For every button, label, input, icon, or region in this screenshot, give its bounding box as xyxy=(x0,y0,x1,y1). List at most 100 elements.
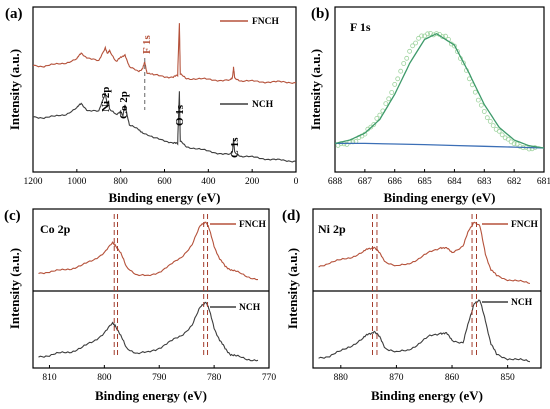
raw-point xyxy=(496,128,502,134)
raw-point xyxy=(487,119,493,124)
panel-b: (b) 688 687 686 685 684 683 682 681 F 1s Bindin… xyxy=(308,6,550,205)
annotation-ni2p: Ni 2p xyxy=(100,87,112,112)
d-tick-label-2: 860 xyxy=(445,373,460,383)
fit-envelope-b xyxy=(334,32,545,149)
raw-point xyxy=(383,101,389,106)
a-tick-label-6: 0 xyxy=(294,177,299,187)
background-line-b xyxy=(335,142,545,149)
series-nch-c xyxy=(38,301,259,362)
raw-point xyxy=(434,31,439,36)
raw-point xyxy=(344,141,350,147)
a-tick-label-3: 600 xyxy=(157,177,172,187)
series-nch-a xyxy=(32,91,297,163)
raw-point xyxy=(422,33,428,39)
ylabel-a: Intensity (a.u.) xyxy=(7,49,22,130)
raw-point xyxy=(419,33,425,39)
series-nch-d xyxy=(318,299,531,363)
raw-point xyxy=(368,124,374,130)
panel-d: (d) 880 870 860 850 Ni 2p FNCH NCH Binding … xyxy=(282,208,542,403)
raw-point xyxy=(395,76,401,82)
xlabel-a: Binding energy (eV) xyxy=(109,190,221,205)
a-tick-label-2: 800 xyxy=(114,177,129,187)
panel-title-c: Co 2p xyxy=(40,222,71,236)
panel-label-b: (b) xyxy=(311,6,329,22)
plot-frame-d xyxy=(312,208,542,369)
plot-frame-a xyxy=(32,6,297,173)
panel-title-b: F 1s xyxy=(350,20,371,34)
legend-nch-c: NCH xyxy=(239,303,261,313)
legend-fnch-c: FNCH xyxy=(239,220,267,230)
raw-point xyxy=(511,141,517,147)
plot-c: 810 800 790 780 770 xyxy=(38,214,277,383)
raw-point xyxy=(407,48,413,54)
c-tick-label-2: 790 xyxy=(152,373,167,383)
d-tick-label-0: 880 xyxy=(334,373,349,383)
a-tick-label-1: 1000 xyxy=(67,177,86,187)
raw-point xyxy=(505,136,511,142)
plot-a: 1200 1000 800 600 400 200 0 xyxy=(24,23,299,187)
raw-point xyxy=(389,90,395,95)
series-fnch-a xyxy=(32,23,297,84)
legend-fnch-d: FNCH xyxy=(511,220,539,230)
c-tick-label-4: 770 xyxy=(262,373,277,383)
plot-frame-c xyxy=(32,208,270,369)
c-tick-label-1: 800 xyxy=(97,373,112,383)
annotation-co2p: Co 2p xyxy=(118,91,130,119)
a-tick-label-4: 400 xyxy=(201,177,216,187)
raw-point xyxy=(499,132,505,138)
panel-label-d: (d) xyxy=(282,208,300,224)
raw-point xyxy=(386,96,392,102)
raw-point xyxy=(371,122,377,127)
raw-point xyxy=(443,33,448,39)
xlabel-d: Binding energy (eV) xyxy=(371,388,483,403)
series-fnch-c xyxy=(38,221,258,281)
b-tick-label-3: 685 xyxy=(417,177,432,187)
raw-point xyxy=(484,115,490,121)
b-tick-label-0: 688 xyxy=(328,177,343,187)
annotation-o1s: O 1s xyxy=(174,104,186,126)
b-tick-label-6: 682 xyxy=(507,177,522,187)
a-tick-label-0: 1200 xyxy=(24,177,43,187)
plot-d: 880 870 860 850 xyxy=(318,214,531,383)
raw-point xyxy=(451,43,457,49)
raw-point xyxy=(392,82,398,87)
raw-point xyxy=(401,61,407,66)
b-tick-label-5: 683 xyxy=(477,177,492,187)
legend-nch-d: NCH xyxy=(511,298,533,308)
a-tick-label-5: 200 xyxy=(245,177,260,187)
xlabel-c: Binding energy (eV) xyxy=(95,388,207,403)
series-fnch-d xyxy=(318,221,531,285)
raw-point xyxy=(478,102,484,108)
panel-a: (a) 1200 1000 800 600 400 200 0 Binding energy… xyxy=(5,6,299,205)
annotation-c1s: C 1s xyxy=(229,137,241,158)
raw-point xyxy=(410,43,416,49)
annotation-f1s: F 1s xyxy=(141,34,153,54)
xlabel-b: Binding energy (eV) xyxy=(384,190,496,205)
raw-point xyxy=(514,141,520,147)
panel-c: (c) 810 800 790 780 770 Co 2p FNCH NCH Bindi… xyxy=(4,208,276,403)
raw-point xyxy=(413,40,419,46)
raw-point xyxy=(475,97,481,103)
panel-label-a: (a) xyxy=(5,6,23,22)
b-tick-label-7: 681 xyxy=(537,177,550,187)
ylabel-d: Intensity (a.u.) xyxy=(285,248,300,329)
raw-point xyxy=(425,31,431,37)
legend-fnch-a: FNCH xyxy=(252,17,280,27)
raw-point xyxy=(398,68,404,74)
c-tick-label-0: 810 xyxy=(42,373,57,383)
panel-title-d: Ni 2p xyxy=(318,222,346,236)
b-tick-label-4: 684 xyxy=(447,177,462,187)
d-tick-label-1: 870 xyxy=(389,373,404,383)
ylabel-c: Intensity (a.u.) xyxy=(7,248,22,329)
raw-point xyxy=(472,89,478,95)
panel-label-c: (c) xyxy=(4,208,21,224)
c-tick-label-3: 780 xyxy=(207,373,222,383)
ylabel-b: Intensity (a.u.) xyxy=(308,49,323,130)
plot-frame-b xyxy=(334,6,545,173)
raw-point xyxy=(416,35,422,41)
b-tick-label-2: 686 xyxy=(388,177,403,187)
raw-point xyxy=(481,109,487,114)
raw-point xyxy=(404,55,410,61)
raw-point xyxy=(490,123,496,128)
